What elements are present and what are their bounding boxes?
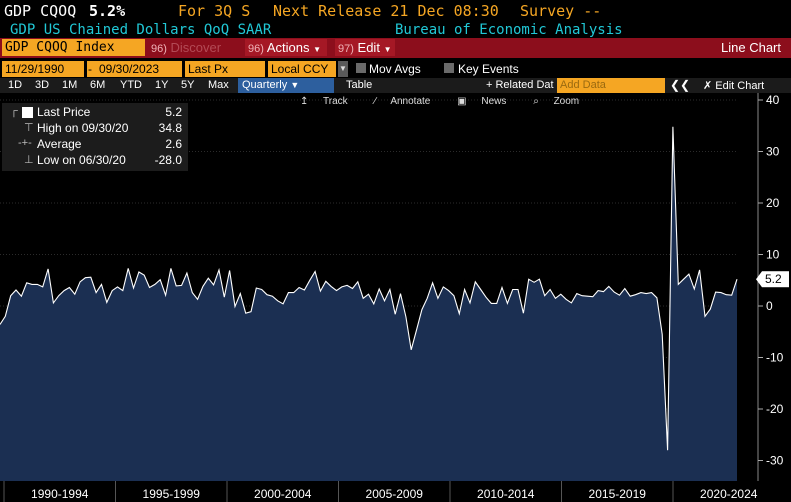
mov-avgs-label: Mov Avgs [369,62,421,76]
low-marker-icon: ⊥ [24,154,34,166]
legend-high: ⊤ High on 09/30/20 34.8 [24,121,182,135]
tools-icon: ✗ [703,80,713,92]
period-5y[interactable]: 5Y [181,79,195,91]
mov-avgs-checkbox[interactable] [356,63,366,73]
y-axis: 40 30 20 10 0 -10 -20 -30 [757,93,784,481]
chevron-down-icon: ▼ [313,45,321,54]
legend-low: ⊥ Low on 06/30/20 -28.0 [24,153,182,167]
zoom-icon: ⌕ [533,96,539,107]
frequency-selector[interactable]: Quarterly ▼ [238,78,334,93]
period-label: For 3Q S [178,2,251,20]
description-bar: GDP US Chained Dollars QoQ SAAR Bureau o… [0,22,791,38]
add-data-input[interactable]: Add Data [557,78,665,93]
y-tick-label: 40 [766,93,780,107]
average-marker-icon: -+- [18,137,32,149]
chevron-down-icon: ▼ [290,80,300,90]
news-tool[interactable]: ▣ News [457,96,507,107]
key-events-label: Key Events [458,62,519,76]
period-6m[interactable]: 6M [90,79,106,91]
period-1m[interactable]: 1M [62,79,78,91]
last-value: 5.2% [89,2,126,20]
currency-dropdown-icon[interactable]: ▼ [338,61,348,77]
high-marker-icon: ⊤ [24,122,34,134]
survey: Survey -- [520,2,602,20]
y-tick-label: 10 [766,248,780,262]
chart-toolbar: 1D 3D 1M 6M YTD 1Y 5Y Max Quarterly ▼ Ta… [0,78,791,93]
key-events-checkbox[interactable] [444,63,454,73]
series-description: GDP US Chained Dollars QoQ SAAR [10,22,272,38]
last-value-box [762,271,789,288]
last-value-pointer [756,271,762,288]
function-bar: GDP CQOQ Index 96) Discover 96) Actions … [0,38,791,58]
period-max[interactable]: Max [208,79,229,91]
news-icon: ▣ [457,96,467,107]
ticker-name: GDP CQOQ [4,2,77,20]
edit-button[interactable]: 97) Edit ▼ [335,39,395,56]
x-tick-label: 2000-2004 [254,487,312,501]
x-tick-label: 2020-2024 [700,487,758,501]
date-separator: - [87,61,97,77]
x-tick-label: 2010-2014 [477,487,535,501]
last-value-marker: 5.2 [756,271,789,288]
x-tick-label: 1995-1999 [143,487,201,501]
currency-selector[interactable]: Local CCY [268,61,336,77]
edit-chart-button[interactable]: ✗ Edit Chart [703,80,765,92]
next-release: Next Release 21 Dec 08:30 [273,2,499,20]
chart-subtools: ↥ Track ∕ Annotate ▣ News ⌕ Zoom [300,96,603,107]
legend-average: -+- Average 2.6 [18,137,182,151]
chevron-down-icon: ▼ [383,45,392,54]
annotate-tool[interactable]: ∕ Annotate [374,96,431,107]
table-button[interactable]: Table [346,79,373,91]
y-tick-label: -20 [766,402,784,416]
zoom-tool[interactable]: ⌕ Zoom [533,96,580,107]
chart-area[interactable]: 40 30 20 10 0 -10 -20 -30 1990-1994 1995-1999 200… [0,93,791,502]
x-axis: 1990-1994 1995-1999 2000-2004 2005-2009 2010… [0,481,791,502]
track-icon: ↥ [300,96,309,107]
date-range-bar: 11/29/1990 - 09/30/2023 Last Px Local CC… [0,61,791,78]
y-tick-label: 30 [766,145,780,159]
period-1y[interactable]: 1Y [155,79,169,91]
y-tick-label: 20 [766,196,780,210]
gdp-area-fill [0,126,737,482]
start-date-field[interactable]: 11/29/1990 [2,61,84,77]
chart-type-label: Line Chart [721,40,781,55]
discover-button[interactable]: 96) Discover [151,40,222,55]
y-tick-label: -30 [766,454,784,468]
x-tick-label: 2015-2019 [589,487,647,501]
period-1d[interactable]: 1D [8,79,23,91]
security-field[interactable]: GDP CQOQ Index [2,39,145,56]
x-tick-label: 2005-2009 [366,487,424,501]
last-value-label: 5.2 [765,272,782,286]
period-3d[interactable]: 3D [35,79,50,91]
y-tick-label: 0 [766,299,773,313]
x-axis-band [0,481,791,502]
related-data-button[interactable]: + Related Dat [486,79,554,91]
x-tick-label: 1990-1994 [31,487,89,501]
data-source: Bureau of Economic Analysis [395,22,623,38]
legend-bracket-icon: ┌ [10,105,18,117]
field-selector[interactable]: Last Px [185,61,265,77]
actions-button[interactable]: 96) Actions ▼ [245,39,327,56]
y-tick-label: -10 [766,351,784,365]
legend-last-price: ┌ Last Price 5.2 [10,105,182,119]
end-date-field[interactable]: 09/30/2023 [96,61,182,77]
title-bar: GDP CQOQ 5.2% For 3Q S Next Release 21 D… [0,0,791,22]
chart-legend: ┌ Last Price 5.2 ⊤ High on 09/30/20 34.8… [2,103,188,171]
collapse-arrows-icon[interactable]: ❮❮ [670,78,691,92]
gdp-series-line [0,126,738,451]
legend-swatch [22,107,33,118]
period-ytd[interactable]: YTD [120,79,142,91]
track-tool[interactable]: ↥ Track [300,96,348,107]
annotate-icon: ∕ [374,96,377,107]
